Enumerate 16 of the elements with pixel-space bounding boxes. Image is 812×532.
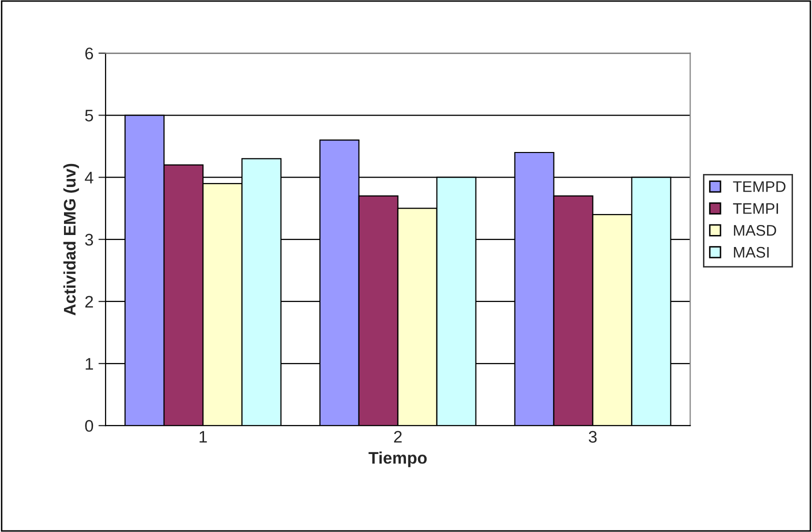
y-tick-label: 5 xyxy=(85,110,94,122)
legend-label: TEMPI xyxy=(733,203,778,214)
x-tick-label: 2 xyxy=(394,430,402,443)
x-tick-label: 3 xyxy=(588,430,597,443)
y-axis-title: Actividad EMG (uv) xyxy=(63,164,79,316)
y-tick-label: 3 xyxy=(85,234,94,246)
y-tick-label: 0 xyxy=(85,420,94,432)
legend-label: MASD xyxy=(734,225,776,236)
y-tick-label: 4 xyxy=(84,172,94,184)
legend-label: MASI xyxy=(734,246,769,258)
x-axis-title: Tiempo xyxy=(368,452,427,468)
y-tick-label: 2 xyxy=(85,296,93,308)
x-tick-label: 1 xyxy=(200,431,207,443)
legend-label: TEMPD xyxy=(733,181,786,192)
y-tick-label: 1 xyxy=(86,358,93,370)
y-tick-label: 6 xyxy=(85,48,94,60)
